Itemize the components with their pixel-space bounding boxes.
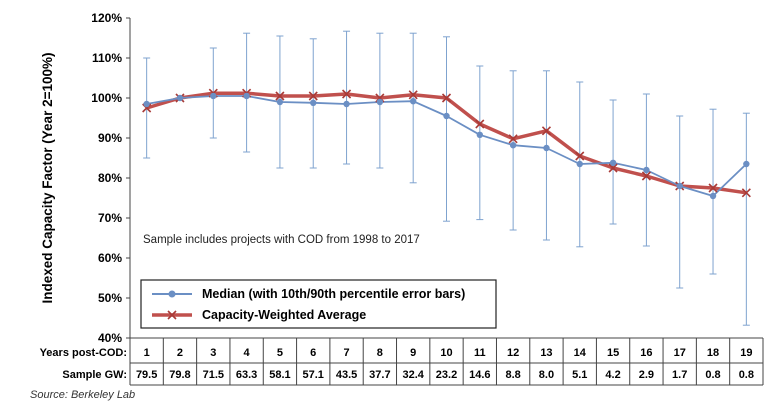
median-point xyxy=(210,92,217,100)
sample-gw-value: 71.5 xyxy=(203,369,224,381)
x-tick-label: 5 xyxy=(277,347,283,359)
weighted-average-point xyxy=(441,93,452,103)
sample-gw-value: 37.7 xyxy=(369,369,390,381)
y-tick-label: 110% xyxy=(92,51,122,65)
median-point xyxy=(476,131,484,138)
sample-gw-value: 0.8 xyxy=(705,369,720,381)
median-point xyxy=(443,112,450,120)
x-tick-label: 2 xyxy=(177,347,183,359)
legend-box xyxy=(140,279,497,329)
sample-gw-value: 58.1 xyxy=(269,369,290,381)
table-years-label: Years post-COD: xyxy=(40,347,127,359)
x-tick-label: 15 xyxy=(607,347,619,359)
sample-gw-value: 5.1 xyxy=(572,369,587,381)
weighted-average-point xyxy=(475,119,485,129)
sample-gw-value: 8.0 xyxy=(539,369,554,381)
sample-gw-value: 79.8 xyxy=(169,369,190,381)
y-tick-label: 90% xyxy=(98,131,122,145)
chart-annotation: Sample includes projects with COD from 1… xyxy=(143,234,420,246)
x-tick-label: 12 xyxy=(507,347,519,359)
x-tick-label: 1 xyxy=(144,347,150,359)
y-tick-label: 100% xyxy=(91,91,122,105)
sample-gw-value: 23.2 xyxy=(436,369,457,381)
x-tick-label: 13 xyxy=(540,347,552,359)
x-tick-label: 4 xyxy=(244,347,251,359)
sample-gw-value: 8.8 xyxy=(505,369,520,381)
weighted-average-point xyxy=(641,171,651,181)
y-axis-title: Indexed Capacity Factor (Year 2=100%) xyxy=(40,53,55,304)
median-point xyxy=(243,92,250,100)
x-tick-label: 6 xyxy=(310,347,316,359)
median-point xyxy=(343,100,350,108)
legend-median-marker xyxy=(168,290,176,298)
y-tick-label: 70% xyxy=(98,211,122,225)
sample-gw-value: 1.7 xyxy=(672,369,687,381)
x-tick-label: 8 xyxy=(377,347,383,359)
legend-weighted-marker xyxy=(167,310,177,320)
median-point xyxy=(509,142,517,149)
y-tick-label: 80% xyxy=(98,171,122,185)
median-point xyxy=(709,192,717,200)
median-point xyxy=(310,99,317,107)
median-point xyxy=(376,98,384,106)
y-tick-label: 50% xyxy=(98,291,122,305)
x-tick-label: 7 xyxy=(343,347,349,359)
sample-gw-value: 2.9 xyxy=(639,369,654,381)
median-point xyxy=(643,166,650,174)
sample-gw-value: 0.8 xyxy=(739,369,754,381)
median-point xyxy=(176,94,184,102)
x-tick-label: 19 xyxy=(740,347,752,359)
x-tick-label: 18 xyxy=(707,347,719,359)
weighted-average-point xyxy=(741,188,751,198)
x-tick-label: 14 xyxy=(574,347,587,359)
x-tick-label: 10 xyxy=(440,347,452,359)
legend-median-label: Median (with 10th/90th percentile error … xyxy=(202,287,465,301)
weighted-average-point xyxy=(408,90,418,100)
legend-weighted-label: Capacity-Weighted Average xyxy=(202,308,366,322)
median-point xyxy=(743,160,750,168)
sample-gw-value: 14.6 xyxy=(469,369,490,381)
weighted-average-point xyxy=(708,183,718,193)
x-tick-label: 16 xyxy=(640,347,652,359)
sample-gw-value: 79.5 xyxy=(136,369,157,381)
weighted-average-point xyxy=(608,163,618,173)
table-sample-label: Sample GW: xyxy=(62,369,127,381)
y-tick-label: 40% xyxy=(98,331,122,345)
x-tick-label: 17 xyxy=(674,347,686,359)
sample-gw-value: 32.4 xyxy=(402,369,424,381)
weighted-average-point xyxy=(508,134,518,144)
sample-gw-value: 43.5 xyxy=(336,369,357,381)
x-tick-label: 11 xyxy=(474,347,486,359)
median-point xyxy=(576,160,583,168)
y-tick-label: 120% xyxy=(91,11,122,25)
median-point xyxy=(143,100,150,108)
sample-gw-value: 63.3 xyxy=(236,369,257,381)
median-point xyxy=(276,98,284,106)
sample-gw-value: 57.1 xyxy=(303,369,324,381)
weighted-average-point xyxy=(308,91,318,101)
x-tick-label: 3 xyxy=(210,347,216,359)
weighted-average-point xyxy=(541,126,552,136)
weighted-average-point xyxy=(275,91,285,101)
chart-legend: Median (with 10th/90th percentile error … xyxy=(140,279,497,329)
weighted-average-point xyxy=(575,151,585,161)
median-point xyxy=(543,144,550,152)
y-tick-label: 60% xyxy=(98,251,122,265)
median-point xyxy=(676,182,683,190)
x-tick-label: 9 xyxy=(410,347,416,359)
median-point xyxy=(609,159,617,166)
source-note: Source: Berkeley Lab xyxy=(30,389,135,401)
weighted-average-point xyxy=(341,89,352,99)
sample-gw-value: 4.2 xyxy=(605,369,620,381)
median-point xyxy=(409,98,417,105)
